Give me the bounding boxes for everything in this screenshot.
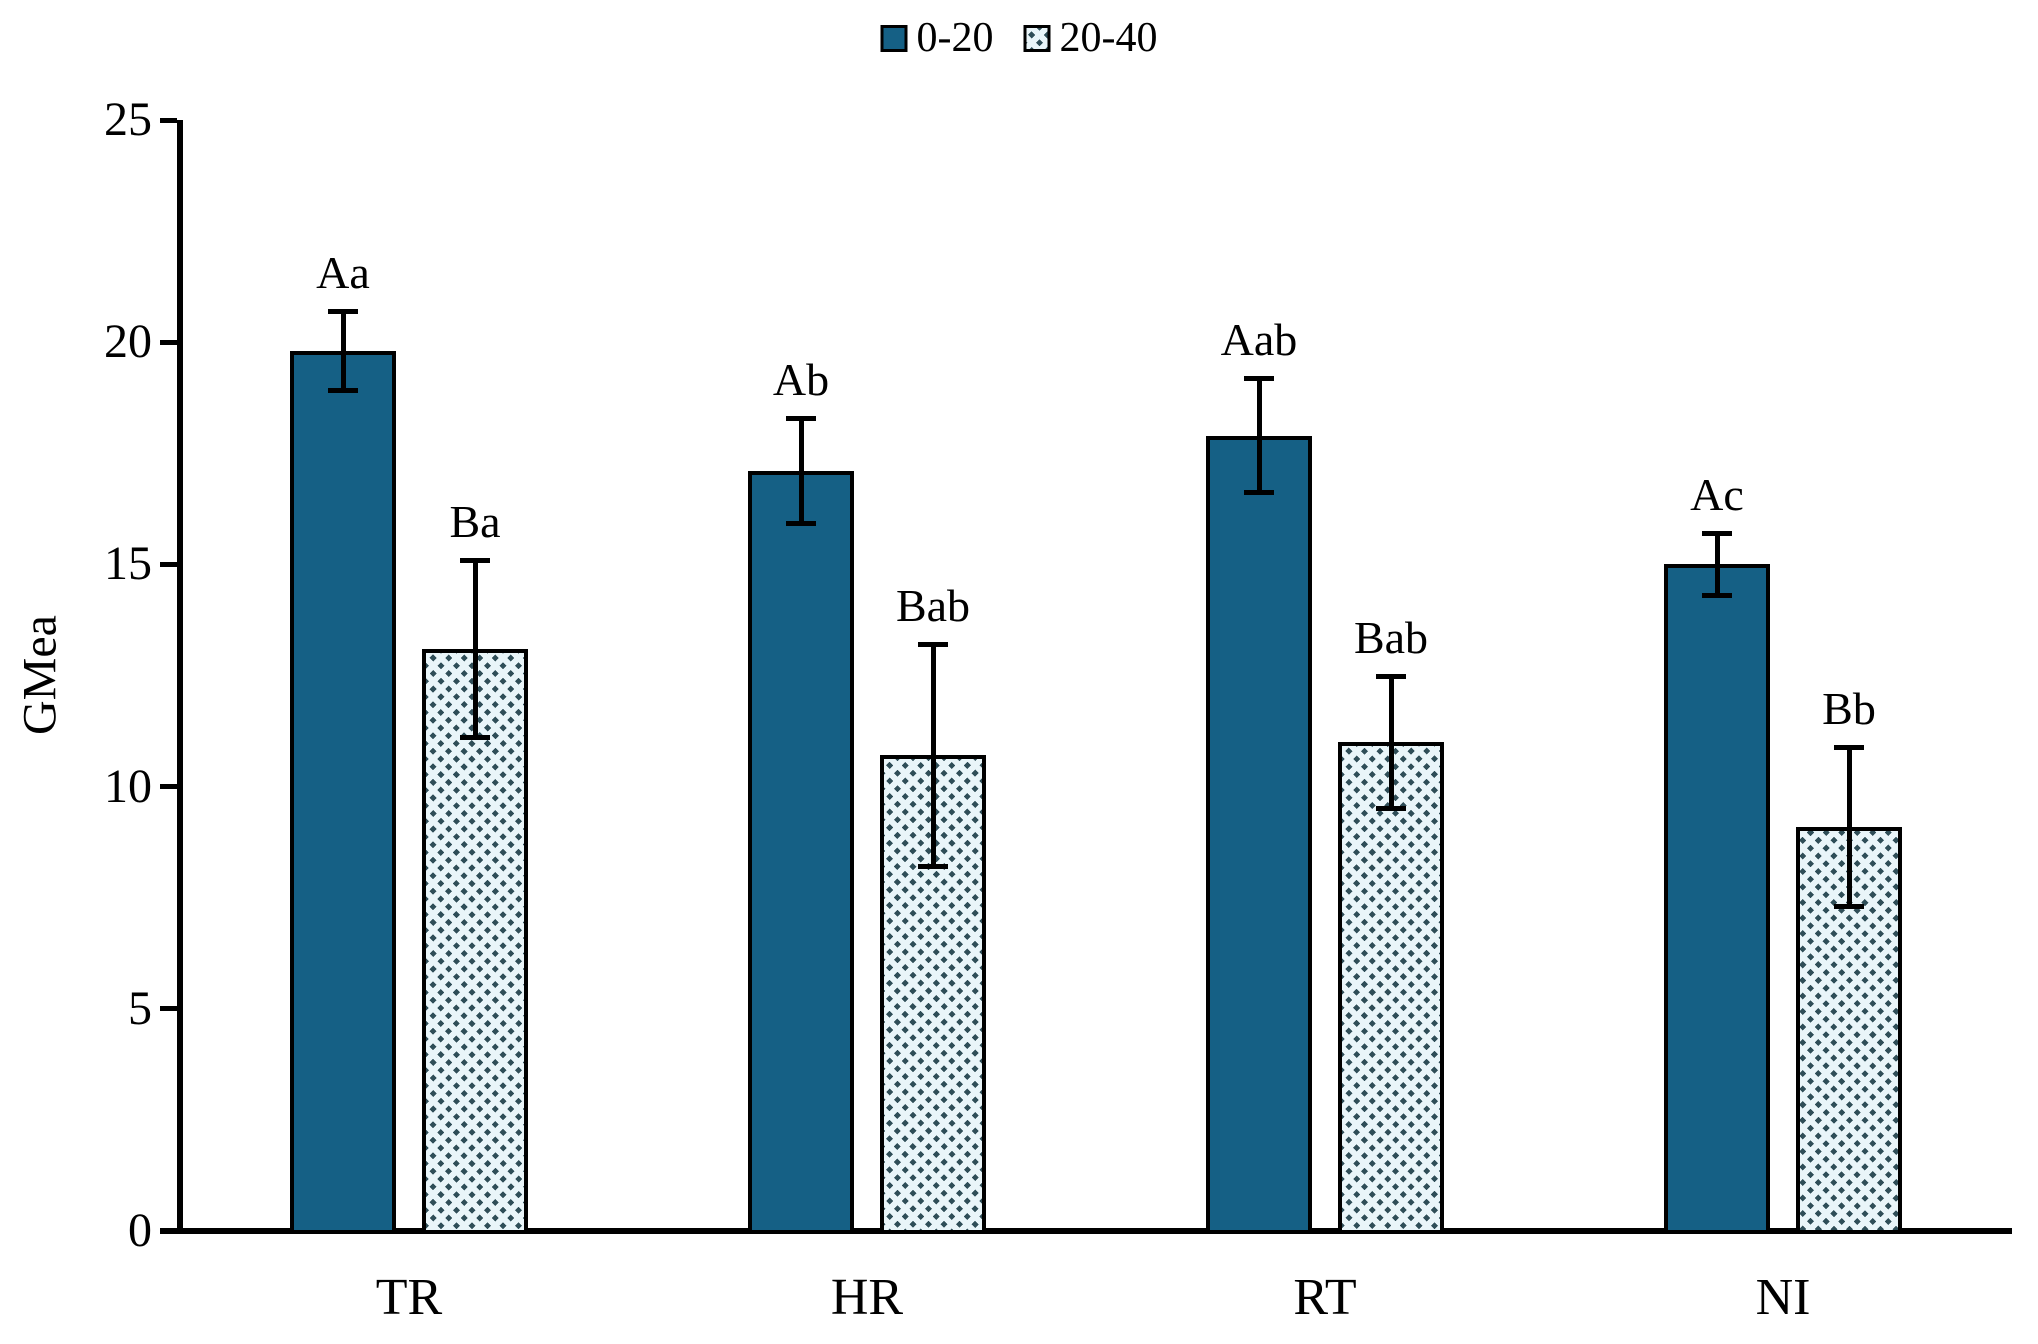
error-bar-cap-top — [1376, 673, 1406, 679]
x-category-label: HR — [830, 1269, 904, 1326]
legend-item-0-20: 0-20 — [880, 15, 994, 61]
error-bar-cap-bottom — [1244, 490, 1274, 496]
error-bar-cap-top — [1834, 744, 1864, 750]
y-tick-label: 15 — [104, 537, 152, 591]
legend-item-20-40: 20-40 — [1023, 15, 1158, 61]
bar-0-20-TR — [290, 351, 396, 1234]
x-category-label: TR — [375, 1269, 443, 1326]
error-bar-cap-top — [918, 642, 948, 648]
y-tick — [160, 561, 177, 567]
error-bar-cap-bottom — [460, 734, 490, 740]
y-axis-line — [177, 120, 183, 1234]
bar-letter-label: Bb — [1822, 682, 1876, 734]
error-bar-line — [1714, 533, 1720, 596]
error-bar-cap-top — [1702, 531, 1732, 537]
error-bar-line — [472, 559, 478, 738]
error-bar-cap-bottom — [1834, 903, 1864, 909]
y-tick-label: 0 — [128, 1204, 152, 1257]
error-bar-cap-bottom — [786, 521, 816, 527]
error-bar-cap-bottom — [1376, 805, 1406, 811]
legend: 0-20 20-40 — [880, 15, 1158, 61]
bar-0-20-HR — [748, 471, 854, 1234]
bar-0-20-NI — [1664, 564, 1770, 1234]
y-tick — [160, 784, 177, 790]
legend-label: 20-40 — [1059, 15, 1158, 61]
bar-letter-label: Ab — [772, 353, 830, 405]
y-tick-label: 25 — [104, 93, 152, 146]
bar-20-40-RT — [1338, 742, 1444, 1234]
y-tick — [160, 117, 177, 123]
error-bar-cap-bottom — [328, 388, 358, 394]
error-bar-cap-top — [328, 309, 358, 315]
legend-swatch-solid — [880, 24, 908, 52]
error-bar-line — [930, 644, 936, 867]
error-bar-line — [798, 417, 804, 525]
bar-letter-label: Ac — [1690, 469, 1744, 521]
error-bar-cap-top — [460, 557, 490, 563]
x-axis-line — [160, 1228, 2012, 1234]
bar-letter-label: Aa — [316, 247, 370, 299]
bar-20-40-TR — [422, 648, 528, 1234]
y-tick-label: 10 — [104, 759, 152, 813]
error-bar-line — [1846, 746, 1852, 907]
bar-0-20-RT — [1206, 435, 1312, 1234]
x-category-label: NI — [1755, 1269, 1811, 1326]
error-bar-line — [1388, 675, 1394, 809]
bar-letter-label: Aab — [1220, 313, 1298, 365]
error-bar-line — [340, 311, 346, 392]
bar-letter-label: Bab — [895, 580, 971, 632]
legend-swatch-hatched — [1023, 24, 1051, 52]
error-bar-cap-top — [1244, 375, 1274, 381]
x-category-label: RT — [1293, 1269, 1357, 1326]
y-tick — [160, 1006, 177, 1012]
bar-20-40-NI — [1796, 826, 1902, 1234]
bar-letter-label: Bab — [1353, 611, 1429, 663]
bar-letter-label: Ba — [449, 495, 501, 547]
y-tick — [160, 339, 177, 345]
error-bar-cap-bottom — [1702, 592, 1732, 598]
error-bar-cap-bottom — [918, 863, 948, 869]
y-tick-label: 20 — [104, 315, 152, 369]
legend-label: 0-20 — [916, 15, 994, 61]
y-tick-label: 5 — [128, 981, 152, 1035]
error-bar-cap-top — [786, 415, 816, 421]
error-bar-line — [1256, 377, 1262, 494]
